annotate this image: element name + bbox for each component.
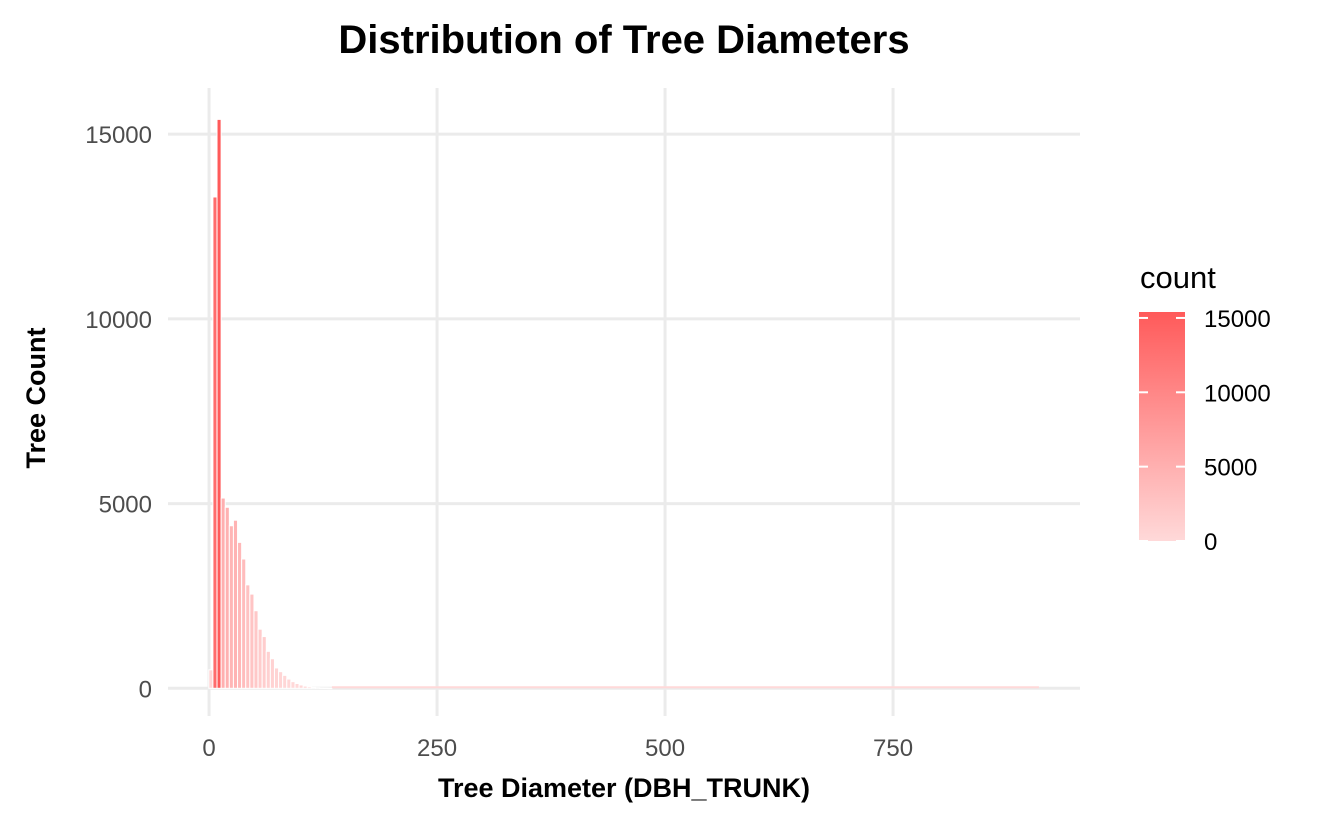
histogram-bar	[241, 558, 247, 689]
histogram-bar	[302, 685, 308, 689]
y-tick-label: 5000	[99, 492, 152, 519]
histogram-bar	[208, 669, 214, 689]
histogram-bar	[269, 658, 275, 689]
legend: count 15000 10000 5000 0	[1139, 260, 1271, 556]
legend-label: 0	[1204, 529, 1217, 556]
y-axis-ticks: 0 5000 10000 15000	[85, 122, 152, 703]
histogram-bar	[265, 650, 271, 689]
histogram-bar	[315, 687, 321, 689]
x-axis-ticks: 0 250 500 750	[202, 735, 913, 762]
legend-label: 10000	[1204, 380, 1271, 407]
x-tick-label: 0	[202, 735, 215, 762]
histogram-bar	[286, 678, 292, 689]
histogram-bar	[290, 681, 296, 689]
legend-title: count	[1140, 260, 1216, 295]
histogram-bar	[245, 584, 251, 689]
histogram-bar	[273, 667, 280, 689]
histogram-bar	[294, 682, 300, 689]
histogram-bar	[261, 636, 267, 689]
grid-lines	[168, 88, 1080, 716]
legend-label: 5000	[1204, 455, 1257, 482]
x-tick-label: 500	[645, 735, 685, 762]
histogram-bar	[319, 687, 325, 689]
histogram-bar	[237, 541, 243, 689]
histogram-bar	[232, 519, 239, 689]
histogram-bar	[257, 628, 263, 689]
histogram-bar	[249, 593, 255, 689]
x-tick-label: 750	[873, 735, 913, 762]
histogram-bar	[282, 674, 288, 689]
y-tick-label: 0	[139, 676, 152, 703]
histogram-bar	[228, 525, 234, 689]
histogram-bar	[216, 118, 222, 689]
histogram-bar	[306, 686, 312, 689]
chart-title: Distribution of Tree Diameters	[338, 18, 909, 62]
histogram-bar	[310, 686, 317, 689]
legend-color-bar	[1139, 312, 1185, 541]
histogram-bar	[220, 497, 226, 689]
y-axis-title: Tree Count	[21, 327, 51, 468]
x-axis-title: Tree Diameter (DBH_TRUNK)	[438, 773, 810, 803]
histogram-bar	[323, 687, 329, 689]
histogram-bars	[208, 118, 1039, 690]
histogram-bar	[224, 506, 230, 689]
legend-ticks: 15000 10000 5000 0	[1139, 306, 1271, 556]
histogram-bar	[298, 684, 304, 689]
legend-label: 15000	[1204, 306, 1271, 333]
histogram-bar	[278, 671, 284, 689]
histogram-bar	[253, 610, 259, 689]
y-tick-label: 15000	[85, 122, 152, 149]
histogram-bar	[212, 196, 218, 689]
histogram-bar	[327, 687, 333, 690]
x-tick-label: 250	[417, 735, 457, 762]
y-tick-label: 10000	[85, 307, 152, 334]
